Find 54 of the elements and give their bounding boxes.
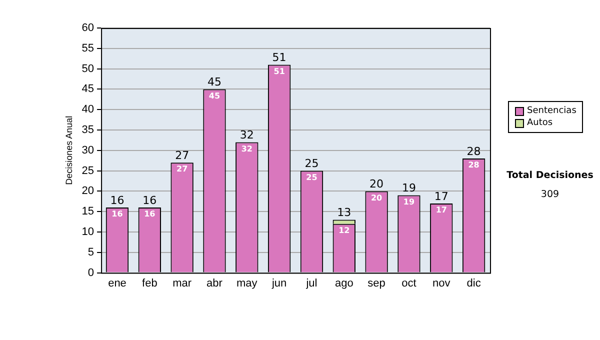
total-label: 13 [337, 206, 352, 220]
total-label: 16 [110, 194, 124, 207]
total-label: 19 [402, 182, 416, 195]
total-label: 17 [434, 190, 448, 203]
total-label: 32 [240, 128, 254, 142]
legend-label: Sentencias [527, 105, 576, 117]
y-tick-label: 45 [82, 83, 94, 96]
data-label: 27 [176, 164, 188, 174]
y-tick-label: 30 [82, 144, 94, 156]
x-tick-label: feb [142, 277, 158, 290]
text: Total Decisiones [506, 170, 594, 181]
y-tick-label: 50 [82, 62, 94, 75]
y-axis-title: Decisiones Anual [64, 116, 74, 185]
x-tick-label: dic [466, 277, 482, 290]
total-label: 45 [207, 76, 222, 89]
x-tick-label: ago [334, 277, 354, 290]
x-tick-label: jun [270, 277, 287, 290]
total-label: 16 [142, 194, 157, 207]
text: 309 [540, 189, 560, 200]
y-tick-label: 15 [82, 206, 94, 218]
data-label: 17 [436, 206, 447, 215]
y-tick-label: 25 [82, 164, 94, 177]
y-tick-label: 35 [82, 124, 94, 136]
x-tick-label: mar [172, 277, 192, 290]
data-label: 45 [208, 91, 220, 100]
x-tick-label: jul [305, 277, 318, 290]
x-tick-label: may [236, 277, 258, 290]
total-label: 27 [175, 149, 190, 162]
x-tick-label: oct [402, 277, 416, 290]
x-tick-label: abr [206, 277, 223, 290]
y-tick-label: 40 [82, 104, 94, 116]
data-label: 25 [306, 172, 318, 182]
total-label: 51 [272, 51, 286, 64]
y-tick-label: 0 [88, 266, 94, 279]
y-tick-label: 10 [82, 226, 94, 238]
legend-label: Autos [527, 117, 553, 129]
y-tick-label: 20 [82, 185, 94, 198]
x-tick-label: sep [368, 277, 386, 290]
total-label: 28 [466, 144, 481, 158]
data-label: 28 [468, 160, 480, 170]
data-label: 32 [241, 144, 252, 154]
y-tick-label: 60 [82, 22, 94, 34]
x-tick-label: ene [108, 277, 126, 290]
data-label: 19 [403, 197, 415, 206]
data-label: 12 [338, 226, 350, 235]
y-tick-label: 5 [88, 246, 94, 258]
x-tick-label: nov [432, 277, 451, 290]
data-label: 51 [274, 66, 286, 76]
data-label: 16 [144, 210, 156, 219]
total-label: 20 [370, 178, 384, 191]
y-tick-label: 55 [82, 42, 94, 54]
data-label: 16 [112, 210, 124, 219]
total-label: 25 [304, 157, 319, 170]
data-label: 20 [370, 193, 383, 202]
